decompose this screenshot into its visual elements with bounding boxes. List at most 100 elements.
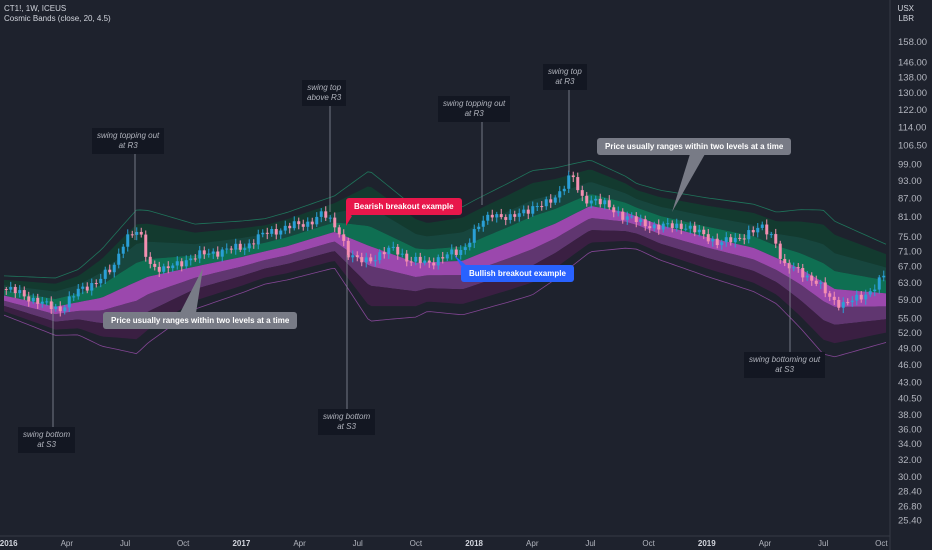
candle-body [522, 209, 526, 214]
candle-body [391, 246, 395, 248]
time-axis[interactable]: 2016 Apr Jul Oct 2017 Apr Jul Oct 2018 Apr Jul Oct 2… [0, 539, 888, 548]
time-tick-label: Jul [120, 539, 130, 548]
candle-body [553, 197, 557, 203]
time-tick-label: 2017 [232, 539, 250, 548]
candle-body [702, 229, 706, 235]
band-s1-fill [4, 206, 886, 315]
price-candles [4, 170, 886, 317]
candle-body [36, 297, 40, 304]
candle-body [238, 243, 242, 250]
candle-body [157, 266, 161, 272]
ranges-callout-right: Price usually ranges within two levels a… [597, 138, 792, 155]
candle-body [738, 237, 742, 239]
candle-body [85, 286, 89, 291]
time-tick-label: Oct [875, 539, 888, 548]
candle-body [409, 261, 413, 263]
candle-body [837, 299, 841, 308]
candle-body [697, 229, 701, 233]
candle-body [562, 188, 566, 192]
candle-body [31, 297, 35, 302]
candle-body [112, 264, 116, 273]
candle-body [751, 230, 755, 233]
ranges-right-pointer [672, 154, 705, 212]
candle-body [715, 238, 719, 246]
candle-body [310, 221, 314, 225]
annotation-swing-bottom-s3-a: swing bottom at S3 [18, 427, 76, 453]
candle-body [643, 219, 647, 227]
candle-body [873, 289, 877, 292]
price-tick-label: 114.00 [898, 123, 926, 134]
candle-body [225, 248, 229, 250]
candle-body [535, 206, 539, 208]
candle-body [756, 227, 760, 233]
candle-body [265, 232, 269, 234]
price-tick-label: 87.00 [898, 193, 922, 204]
candle-body [792, 267, 796, 269]
candle-body [405, 253, 409, 262]
candle-body [337, 227, 341, 235]
candle-body [859, 294, 863, 300]
candle-body [814, 280, 818, 284]
price-tick-label: 49.00 [898, 344, 922, 355]
candle-body [333, 217, 337, 228]
candle-body [180, 261, 184, 267]
candle-body [634, 216, 638, 222]
candle-body [882, 275, 886, 278]
candle-body [454, 249, 458, 255]
candle-body [40, 301, 44, 304]
candle-body [27, 296, 31, 302]
candle-body [720, 242, 724, 246]
candle-body [769, 234, 773, 236]
candle-body [778, 243, 782, 259]
candle-body [805, 275, 809, 278]
band-r1-fill [4, 194, 886, 307]
price-tick-label: 36.00 [898, 424, 922, 435]
candle-body [274, 229, 278, 235]
candle-body [261, 232, 265, 235]
price-axis[interactable]: 158.00 146.00 138.00 130.00 122.00 114.00 106.… [898, 37, 927, 526]
price-tick-label: 34.00 [898, 439, 922, 450]
candle-body [742, 238, 746, 240]
annotation-swing-top-above-r3: swing top above R3 [302, 80, 347, 106]
candle-body [117, 253, 121, 265]
price-tick-label: 32.00 [898, 455, 922, 466]
candle-body [400, 253, 404, 255]
price-tick-label: 26.80 [898, 502, 922, 513]
candle-body [877, 277, 881, 290]
candle-body [328, 217, 332, 219]
price-tick-label: 59.00 [898, 295, 922, 306]
annotation-leaders [52, 86, 791, 427]
candle-body [832, 296, 836, 300]
candle-body [531, 206, 535, 214]
candle-body [207, 253, 211, 255]
candle-body [504, 217, 508, 220]
candle-body [144, 234, 148, 257]
candle-body [463, 247, 467, 251]
candle-body [216, 251, 220, 257]
price-tick-label: 63.00 [898, 278, 922, 289]
candle-body [639, 219, 643, 222]
candle-body [796, 267, 800, 269]
candle-body [765, 224, 769, 235]
candle-body [63, 307, 67, 312]
candle-body [189, 258, 193, 261]
candle-body [684, 228, 688, 230]
candle-body [121, 246, 125, 254]
candle-body [364, 257, 368, 263]
candle-body [625, 216, 629, 220]
time-tick-label: Jul [585, 539, 595, 548]
candle-body [495, 214, 499, 218]
candle-body [99, 278, 103, 284]
candle-body [297, 221, 301, 225]
candle-body [135, 231, 139, 235]
candle-body [315, 216, 319, 225]
candle-body [648, 226, 652, 229]
candle-body [724, 237, 728, 243]
price-tick-label: 122.00 [898, 105, 927, 116]
candle-body [580, 190, 584, 196]
time-tick-label: Apr [526, 539, 539, 548]
band-r2-fill [4, 182, 886, 300]
candle-body [450, 249, 454, 255]
candle-body [45, 301, 49, 303]
